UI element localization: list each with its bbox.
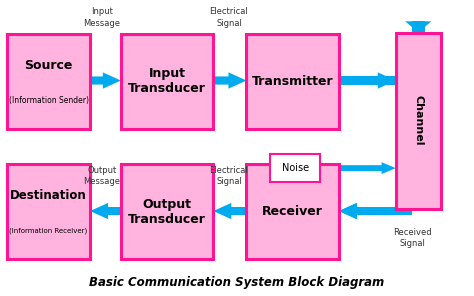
Bar [246,164,339,259]
Text: Transmitter: Transmitter [252,75,334,88]
Polygon shape [339,73,396,89]
Polygon shape [339,203,396,219]
Text: Receiver: Receiver [262,205,323,218]
Polygon shape [405,21,431,33]
Bar [121,34,213,129]
Bar [121,164,213,259]
Polygon shape [213,73,246,89]
Bar [7,164,90,259]
Text: Output
Transducer: Output Transducer [128,198,206,226]
Bar [396,33,441,209]
Text: (Information Sender): (Information Sender) [9,96,89,105]
Bar [7,34,90,129]
Polygon shape [90,203,121,219]
Text: Received
Signal: Received Signal [393,228,432,248]
Text: Electrical
Signal: Electrical Signal [210,7,248,28]
Text: Basic Communication System Block Diagram: Basic Communication System Block Diagram [90,276,384,289]
Text: Input
Message: Input Message [83,7,120,28]
Text: Channel: Channel [413,95,423,146]
Text: Noise: Noise [282,163,309,173]
Text: (Information Receiver): (Information Receiver) [9,228,88,234]
Bar [246,34,339,129]
Text: Destination: Destination [10,189,87,202]
Text: Input
Transducer: Input Transducer [128,67,206,95]
Text: Electrical
Signal: Electrical Signal [210,166,248,186]
Bar [270,154,320,182]
Polygon shape [90,73,121,89]
Polygon shape [339,203,357,219]
Text: Source: Source [24,59,73,72]
Polygon shape [339,21,425,85]
Polygon shape [320,162,396,174]
Polygon shape [213,203,246,219]
Polygon shape [357,207,425,215]
Text: Output
Message: Output Message [83,166,120,186]
